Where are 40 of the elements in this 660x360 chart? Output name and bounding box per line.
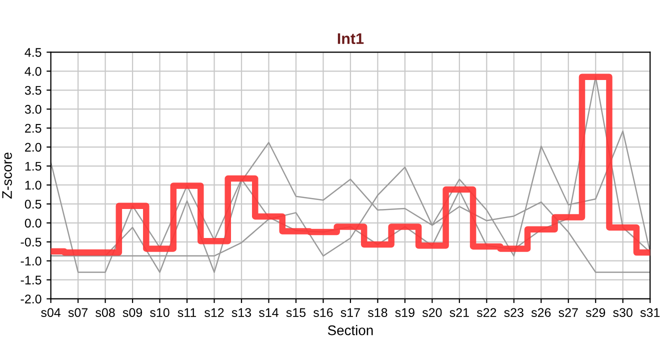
x-tick-label: s29 bbox=[586, 308, 606, 318]
y-tick-label: 0.5 bbox=[24, 200, 42, 209]
x-tick-label: s30 bbox=[613, 308, 632, 318]
y-tick-label: -2.0 bbox=[20, 294, 42, 304]
y-tick-label: 4.0 bbox=[24, 66, 42, 76]
x-tick-label: s19 bbox=[395, 308, 414, 318]
x-tick-label: s13 bbox=[232, 308, 252, 318]
y-tick-label: 1.0 bbox=[25, 180, 42, 190]
x-tick-label: s07 bbox=[68, 308, 88, 318]
y-tick-label: 3.5 bbox=[24, 86, 42, 95]
x-tick-label: s10 bbox=[150, 308, 170, 318]
x-tick-label: s17 bbox=[340, 308, 360, 318]
x-tick-label: s15 bbox=[286, 308, 306, 318]
y-tick-label: -1.5 bbox=[20, 276, 42, 284]
x-tick-label: s04 bbox=[41, 308, 61, 318]
x-tick-label: s22 bbox=[476, 308, 496, 318]
y-tick-label: 4.5 bbox=[24, 48, 42, 57]
x-tick-label: s31 bbox=[640, 308, 660, 318]
y-tick-label: 3.0 bbox=[24, 104, 42, 114]
x-tick-label: s18 bbox=[368, 308, 388, 318]
x-tick-label: s21 bbox=[450, 308, 469, 318]
x-tick-label: s12 bbox=[204, 308, 224, 318]
y-tick-label: 0.0 bbox=[24, 218, 42, 228]
y-tick-label: 2.0 bbox=[25, 142, 42, 152]
chart-title: Int1 bbox=[338, 33, 364, 44]
x-tick-label: s14 bbox=[259, 308, 278, 318]
x-axis-title: Section bbox=[328, 325, 373, 336]
x-tick-label: s20 bbox=[422, 308, 442, 318]
x-tick-label: s11 bbox=[178, 308, 196, 318]
x-tick-label: s08 bbox=[96, 308, 115, 318]
x-tick-label: s16 bbox=[313, 308, 333, 318]
y-tick-label: -0.5 bbox=[20, 238, 42, 247]
x-tick-label: s27 bbox=[558, 308, 578, 318]
y-tick-label: 1.5 bbox=[25, 162, 42, 171]
x-tick-label: s26 bbox=[531, 308, 551, 318]
y-tick-label: 2.5 bbox=[25, 124, 42, 133]
x-tick-label: s09 bbox=[122, 308, 142, 318]
x-tick-label: s23 bbox=[504, 308, 524, 318]
y-axis-title: Z-score bbox=[2, 152, 12, 199]
y-tick-label: -1.0 bbox=[20, 256, 42, 266]
